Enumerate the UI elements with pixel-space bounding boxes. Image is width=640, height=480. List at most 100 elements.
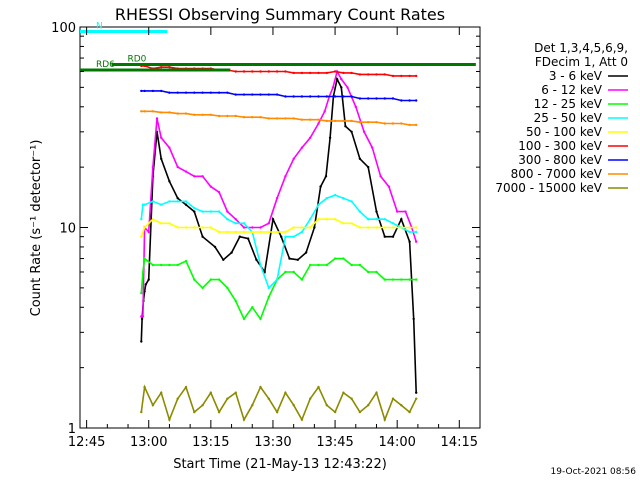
series-3-point <box>234 222 237 225</box>
series-3-point <box>350 200 353 203</box>
series-5-point <box>251 70 254 73</box>
series-2-point <box>391 278 395 281</box>
series-0-point <box>213 245 217 249</box>
series-6-point <box>375 97 378 100</box>
legend-entry-label: 3 - 6 keV <box>549 69 603 83</box>
series-4-point <box>400 226 403 229</box>
series-6-point <box>193 91 196 94</box>
series-3-point <box>342 197 345 200</box>
series-7-point <box>415 123 418 127</box>
series-8-point <box>242 418 246 421</box>
series-1-point <box>242 226 246 229</box>
series-1-point <box>317 122 320 125</box>
series-1-point <box>331 86 335 89</box>
series-4-point <box>391 226 395 229</box>
series-3-point <box>217 210 221 213</box>
series-6-point <box>275 93 279 96</box>
series-4-point <box>251 230 254 234</box>
x-axis-label: Start Time (21-May-13 12:43:22) <box>173 457 387 472</box>
series-3-point <box>358 210 362 213</box>
series-2-point <box>267 295 270 299</box>
series-7-point <box>284 117 287 120</box>
series-4-point <box>342 222 345 225</box>
series-8-point <box>267 397 270 400</box>
series-2-point <box>151 263 155 267</box>
series-1-point <box>168 146 171 149</box>
series-7-point <box>251 116 254 119</box>
series-6-point <box>309 95 312 98</box>
legend-entry-label: 7000 - 15000 keV <box>495 181 602 195</box>
series-6-point <box>160 89 163 93</box>
series-0-point <box>391 235 395 238</box>
series-1-point <box>323 110 326 113</box>
series-2-point <box>383 278 386 281</box>
series-6-point <box>251 93 254 96</box>
series-5-point <box>242 70 246 73</box>
series-8-point <box>251 404 254 407</box>
series-2-point <box>284 270 287 274</box>
series-5-point <box>375 73 378 76</box>
series-0-point <box>288 257 291 260</box>
series-6-point <box>333 95 337 98</box>
flag-group: N RD0 RD6 <box>80 21 476 72</box>
series-2-point <box>292 270 295 274</box>
series-8-point <box>408 410 411 414</box>
series-3-point <box>383 218 386 221</box>
series-6-point <box>325 95 328 98</box>
series-6-point <box>284 95 287 98</box>
series-3-point <box>333 193 337 197</box>
series-3-point <box>160 203 163 206</box>
series-6-point <box>267 93 270 96</box>
series-8-point <box>292 404 295 407</box>
series-5-point <box>168 66 171 69</box>
series-5-point <box>358 73 362 76</box>
series-2-point <box>367 270 370 274</box>
series-4-point <box>300 226 304 229</box>
series-8-point <box>193 410 196 414</box>
series-7-point <box>242 116 246 119</box>
series-4-point <box>292 226 295 229</box>
series-3-point <box>176 200 179 203</box>
series-2-point <box>325 263 328 267</box>
series-4-point <box>367 226 370 229</box>
series-0-point <box>193 210 196 213</box>
series-1-point <box>147 230 150 234</box>
series-2-point <box>309 263 312 267</box>
series-1-point <box>151 165 155 169</box>
chart-title: RHESSI Observing Summary Count Rates <box>115 5 445 24</box>
x-tick-label: 12:45 <box>68 435 105 450</box>
series-0-point <box>230 251 233 254</box>
series-7-point <box>209 113 212 117</box>
series-4-point <box>193 226 196 229</box>
series-7-point <box>143 110 146 113</box>
series-1-point <box>201 175 204 178</box>
legend: Det 1,3,4,5,6,9, FDecim 1, Att 0 3 - 6 k… <box>495 41 628 195</box>
series-5-point <box>415 74 418 78</box>
series-7-point <box>259 116 262 119</box>
y-axis-label: Count Rate (s⁻¹ detector⁻¹) <box>29 140 44 317</box>
series-0-point <box>328 136 332 139</box>
series-8-point <box>333 410 337 414</box>
series-6-point <box>259 93 262 96</box>
series-3-point <box>168 200 171 203</box>
series-7-point <box>375 121 378 124</box>
x-tick-label: 13:00 <box>130 435 167 450</box>
series-6-point <box>176 91 179 94</box>
series-1-point <box>267 222 270 225</box>
series-7-point <box>193 113 196 117</box>
series-6-point <box>317 95 320 98</box>
series-7-point <box>342 119 345 123</box>
series-4-point <box>259 230 262 234</box>
series-1-point <box>217 191 221 194</box>
series-8-point <box>415 397 418 400</box>
series-3-point <box>408 230 411 234</box>
legend-entry-label: 50 - 100 keV <box>526 125 603 139</box>
series-1-point <box>396 210 399 213</box>
plot-area <box>79 26 481 429</box>
series-6-point <box>151 89 155 93</box>
series-2-point <box>143 257 146 260</box>
series-8-point <box>383 418 386 421</box>
series-8-point <box>234 391 237 394</box>
series-2-point <box>317 263 320 267</box>
series-1-point <box>160 136 163 139</box>
